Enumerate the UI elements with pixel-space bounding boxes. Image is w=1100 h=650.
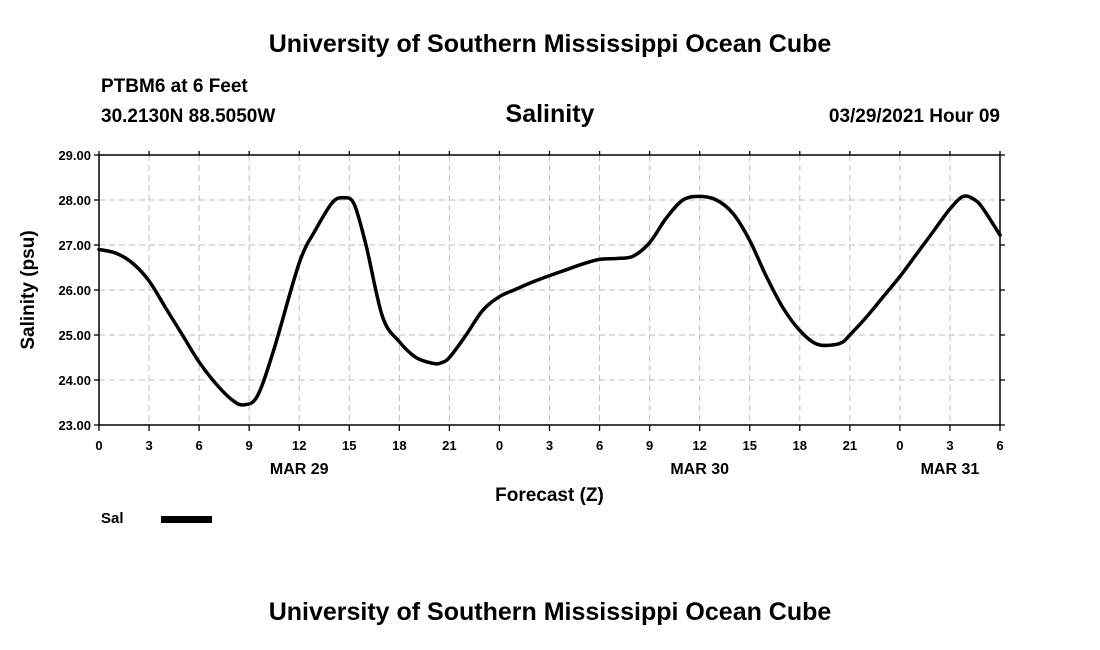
chart-footer-title: University of Southern Mississippi Ocean… — [268, 598, 832, 626]
y-tick-label: 27.00 — [58, 238, 91, 253]
x-tick-label: 3 — [546, 438, 553, 453]
y-tick-label: 29.00 — [58, 148, 91, 163]
series-line-sal — [97, 194, 1002, 407]
x-tick-label: 6 — [596, 438, 603, 453]
x-axis-label: Forecast (Z) — [495, 485, 604, 506]
y-tick-label: 28.00 — [58, 193, 91, 208]
x-tick-label: 3 — [145, 438, 152, 453]
timestamp-label: 03/29/2021 Hour 09 — [828, 106, 1000, 127]
y-tick-label: 23.00 — [58, 418, 91, 433]
x-tick-label: 0 — [896, 438, 903, 453]
y-tick-label: 24.00 — [58, 373, 91, 388]
date-label: MAR 30 — [670, 461, 729, 478]
date-label: MAR 31 — [921, 461, 980, 478]
x-tick-label: 15 — [342, 438, 356, 453]
x-tick-label: 6 — [195, 438, 202, 453]
x-tick-label: 9 — [246, 438, 253, 453]
chart-title: Salinity — [505, 100, 595, 128]
x-tick-label: 18 — [392, 438, 406, 453]
chart-header-title: University of Southern Mississippi Ocean… — [268, 30, 832, 58]
x-tick-label: 3 — [946, 438, 953, 453]
station-label: PTBM6 at 6 Feet — [101, 76, 248, 97]
x-tick-label: 21 — [442, 438, 456, 453]
y-axis-label: Salinity (psu) — [18, 230, 39, 349]
x-tick-label: 15 — [742, 438, 756, 453]
legend-label: Sal — [101, 510, 124, 527]
x-tick-label: 6 — [996, 438, 1003, 453]
date-label: MAR 29 — [270, 461, 329, 478]
legend-swatch — [161, 516, 212, 523]
x-tick-label: 0 — [496, 438, 503, 453]
y-tick-label: 26.00 — [58, 283, 91, 298]
x-tick-label: 9 — [646, 438, 653, 453]
x-tick-label: 0 — [95, 438, 102, 453]
x-tick-label: 21 — [843, 438, 857, 453]
y-tick-label: 25.00 — [58, 328, 91, 343]
x-tick-label: 12 — [292, 438, 306, 453]
coordinates-label: 30.2130N 88.5050W — [101, 106, 276, 127]
x-tick-label: 12 — [692, 438, 706, 453]
x-tick-label: 18 — [793, 438, 807, 453]
